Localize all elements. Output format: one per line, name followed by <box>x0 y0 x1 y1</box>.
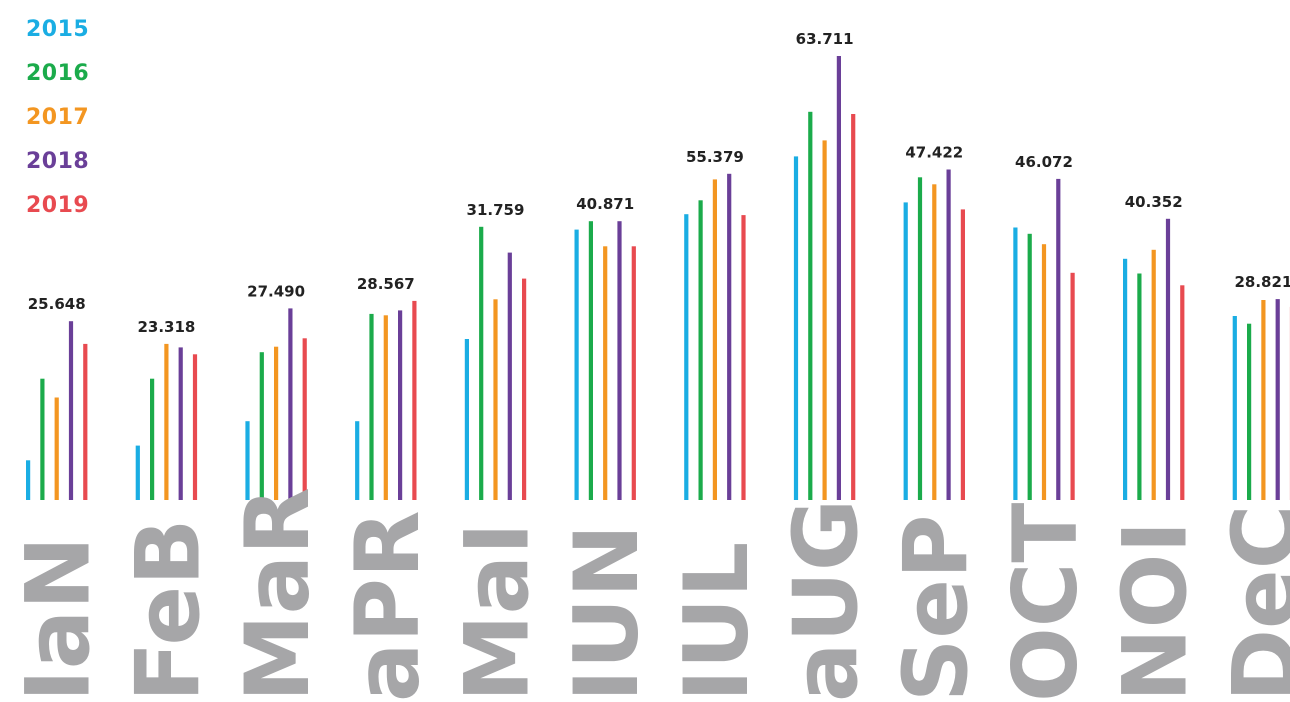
data-label-oct: 46.072 <box>1015 153 1073 171</box>
month-label-iun: IUN <box>555 524 658 702</box>
legend-item-2018: 2018 <box>26 149 90 174</box>
bar-iun-2015 <box>574 229 579 500</box>
bar-mar-2019 <box>302 338 307 500</box>
data-label-iul: 55.379 <box>686 148 744 166</box>
bar-noi-2017 <box>1151 249 1156 500</box>
bar-mai-2017 <box>493 299 498 500</box>
bar-noi-2015 <box>1123 258 1128 500</box>
bar-apr-2019 <box>412 300 417 500</box>
bar-mai-2015 <box>464 339 469 500</box>
month-label-dec: DeC <box>1213 505 1290 702</box>
bar-iun-2019 <box>631 246 636 500</box>
legend-item-2016: 2016 <box>26 61 90 86</box>
month-label-ian: IaN <box>7 536 110 702</box>
bar-oct-2016 <box>1027 233 1032 501</box>
bar-oct-2018 <box>1056 178 1061 500</box>
bar-mai-2019 <box>522 278 527 500</box>
bar-aug-2015 <box>793 156 799 500</box>
month-label-feb: FeB <box>116 519 219 702</box>
bar-ian-2018 <box>68 321 74 500</box>
data-label-apr: 28.567 <box>357 275 415 293</box>
bar-feb-2015 <box>135 445 140 500</box>
data-label-aug: 63.711 <box>796 30 854 48</box>
bar-noi-2018 <box>1165 218 1171 501</box>
data-label-dec: 28.821 <box>1234 273 1290 291</box>
bar-dec-2015 <box>1232 316 1237 500</box>
bar-feb-2017 <box>164 343 169 500</box>
bar-feb-2019 <box>192 354 198 500</box>
bar-apr-2018 <box>398 310 403 500</box>
bar-mar-2016 <box>259 352 264 500</box>
bar-feb-2018 <box>178 347 183 500</box>
bar-dec-2018 <box>1275 299 1280 500</box>
bar-apr-2016 <box>369 313 374 500</box>
bar-sep-2015 <box>903 202 908 500</box>
data-label-iun: 40.871 <box>576 195 634 213</box>
legend-item-2019: 2019 <box>26 193 90 218</box>
data-label-mai: 31.759 <box>467 201 525 219</box>
bar-iun-2017 <box>603 246 608 500</box>
bar-aug-2016 <box>808 111 813 501</box>
bar-apr-2015 <box>355 421 360 500</box>
month-label-oct: OCT <box>994 503 1097 702</box>
bar-oct-2017 <box>1041 244 1047 500</box>
bar-sep-2017 <box>932 184 937 501</box>
bar-aug-2019 <box>851 114 856 500</box>
legend-item-2017: 2017 <box>26 105 90 130</box>
month-label-aug: aUG <box>775 499 878 702</box>
bar-iun-2018 <box>617 221 622 500</box>
month-label-sep: SeP <box>884 514 987 702</box>
bar-oct-2015 <box>1013 227 1018 500</box>
bar-ian-2019 <box>83 343 88 500</box>
bar-noi-2019 <box>1180 285 1185 500</box>
bar-iul-2016 <box>698 200 703 501</box>
month-label-apr: aPR <box>336 510 439 702</box>
data-label-sep: 47.422 <box>905 144 963 162</box>
bar-noi-2016 <box>1137 273 1142 500</box>
month-label-noi: NOI <box>1104 521 1207 702</box>
bar-iul-2019 <box>741 215 746 500</box>
bar-dec-2017 <box>1261 300 1266 500</box>
bar-mar-2018 <box>288 308 293 500</box>
bar-aug-2018 <box>836 56 841 500</box>
legend: 2015 2016 2017 2018 2019 <box>26 8 89 228</box>
bar-aug-2017 <box>822 140 827 500</box>
bar-mai-2016 <box>479 226 484 501</box>
bar-oct-2019 <box>1070 272 1075 500</box>
bar-mar-2017 <box>274 346 279 500</box>
data-label-noi: 40.352 <box>1125 193 1183 211</box>
bar-sep-2018 <box>946 169 951 500</box>
bar-ian-2017 <box>54 397 59 500</box>
bar-sep-2016 <box>917 177 923 501</box>
bar-mar-2015 <box>245 421 250 500</box>
bar-ian-2016 <box>40 378 45 500</box>
bar-ian-2015 <box>26 460 31 500</box>
bar-mai-2018 <box>507 252 512 500</box>
month-label-mar: MaR <box>226 487 329 702</box>
month-label-iul: IUL <box>665 542 768 702</box>
bar-iul-2015 <box>684 214 689 500</box>
bar-iul-2017 <box>712 179 717 500</box>
bar-dec-2016 <box>1247 323 1252 500</box>
data-label-feb: 23.318 <box>137 318 195 336</box>
bar-apr-2017 <box>383 315 388 500</box>
data-label-ian: 25.648 <box>28 295 86 313</box>
month-label-mai: MaI <box>446 522 549 702</box>
legend-item-2015: 2015 <box>26 17 90 42</box>
bar-sep-2019 <box>960 209 965 500</box>
data-label-mar: 27.490 <box>247 282 305 300</box>
bar-feb-2016 <box>150 378 155 500</box>
bar-iun-2016 <box>588 221 593 500</box>
bar-iul-2018 <box>727 173 732 501</box>
